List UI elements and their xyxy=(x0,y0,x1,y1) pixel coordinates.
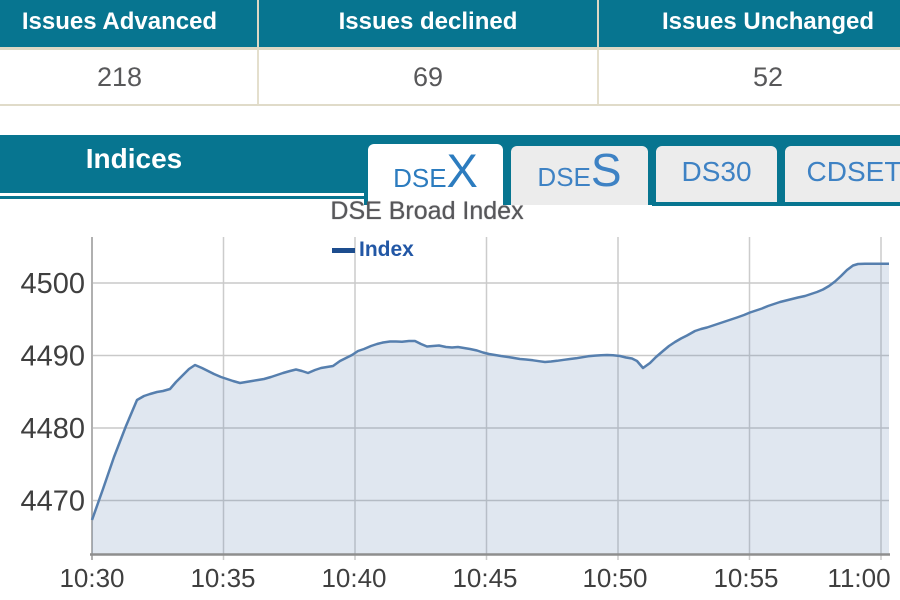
svg-text:4470: 4470 xyxy=(20,486,85,518)
svg-text:4480: 4480 xyxy=(20,413,85,445)
svg-text:10:45: 10:45 xyxy=(452,563,517,593)
svg-text:10:55: 10:55 xyxy=(713,563,778,593)
svg-text:4500: 4500 xyxy=(20,268,85,300)
svg-text:10:40: 10:40 xyxy=(321,563,386,593)
svg-text:10:50: 10:50 xyxy=(582,563,647,593)
svg-text:11:00: 11:00 xyxy=(827,563,890,593)
svg-text:10:35: 10:35 xyxy=(190,563,255,593)
svg-text:10:30: 10:30 xyxy=(59,563,124,593)
svg-text:4490: 4490 xyxy=(20,341,85,373)
